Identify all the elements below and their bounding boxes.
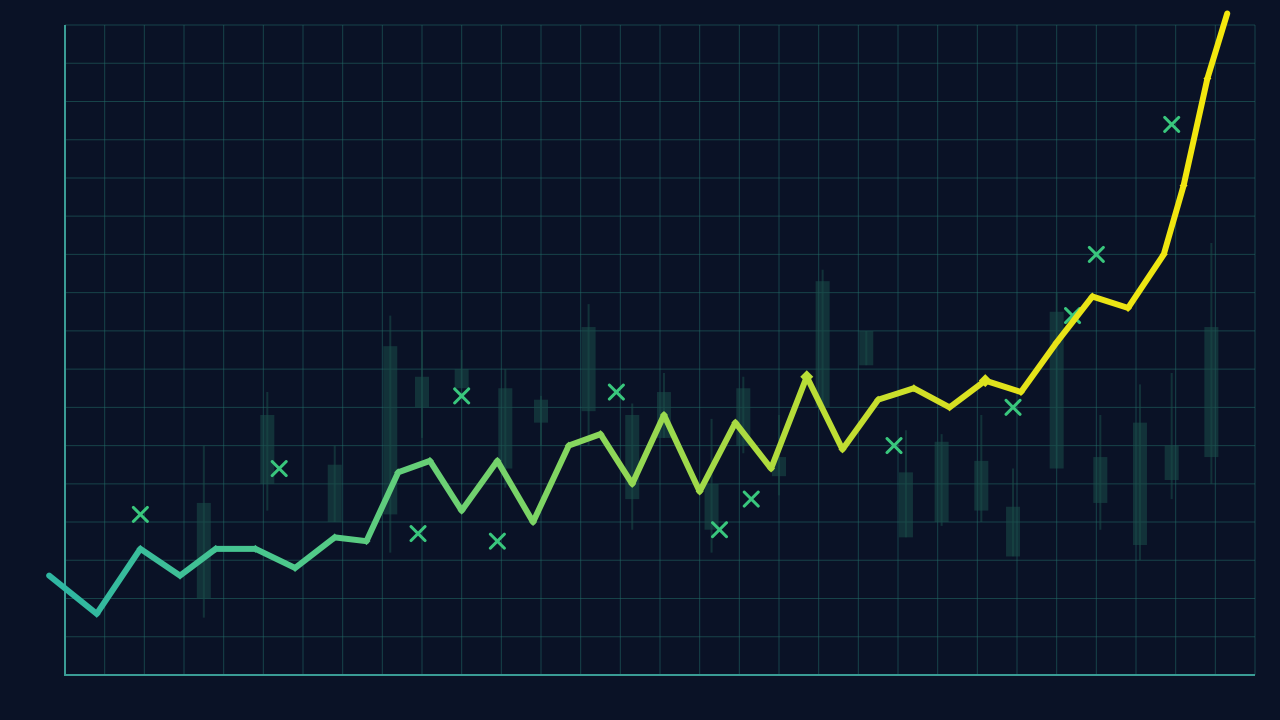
chart-background xyxy=(0,0,1280,720)
trend-chart xyxy=(0,0,1280,720)
